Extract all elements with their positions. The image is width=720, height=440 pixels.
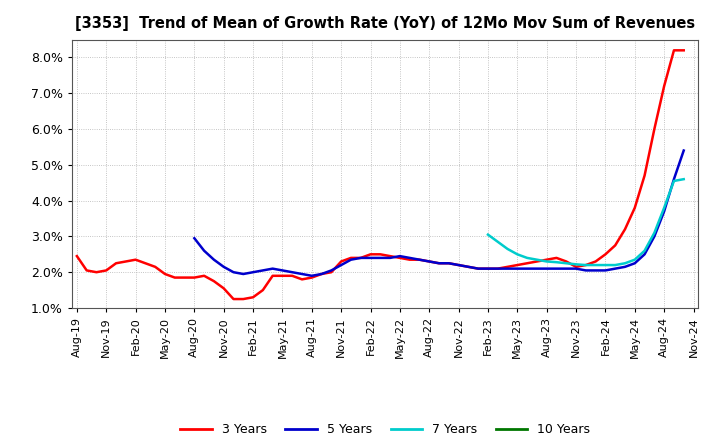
7 Years bbox=[582, 262, 590, 268]
7 Years bbox=[562, 260, 570, 266]
5 Years bbox=[307, 273, 316, 279]
7 Years bbox=[611, 262, 619, 268]
3 Years bbox=[503, 264, 512, 269]
3 Years bbox=[73, 253, 81, 259]
5 Years bbox=[190, 235, 199, 241]
7 Years bbox=[640, 248, 649, 253]
7 Years bbox=[670, 178, 678, 183]
7 Years bbox=[523, 255, 531, 260]
7 Years bbox=[572, 262, 580, 267]
5 Years bbox=[297, 271, 306, 277]
5 Years bbox=[523, 266, 531, 271]
Line: 5 Years: 5 Years bbox=[194, 150, 684, 276]
7 Years bbox=[533, 257, 541, 262]
Legend: 3 Years, 5 Years, 7 Years, 10 Years: 3 Years, 5 Years, 7 Years, 10 Years bbox=[176, 418, 595, 440]
5 Years bbox=[680, 148, 688, 153]
7 Years bbox=[660, 205, 668, 210]
7 Years bbox=[601, 262, 610, 268]
7 Years bbox=[631, 257, 639, 262]
7 Years bbox=[650, 230, 659, 235]
5 Years bbox=[356, 255, 365, 260]
3 Years bbox=[248, 295, 257, 300]
5 Years bbox=[552, 266, 561, 271]
3 Years bbox=[229, 297, 238, 302]
5 Years bbox=[346, 257, 355, 262]
7 Years bbox=[621, 260, 629, 266]
Line: 3 Years: 3 Years bbox=[77, 50, 684, 299]
Title: [3353]  Trend of Mean of Growth Rate (YoY) of 12Mo Mov Sum of Revenues: [3353] Trend of Mean of Growth Rate (YoY… bbox=[75, 16, 696, 32]
3 Years bbox=[269, 273, 277, 279]
7 Years bbox=[493, 239, 502, 245]
Line: 7 Years: 7 Years bbox=[488, 179, 684, 265]
7 Years bbox=[680, 176, 688, 182]
7 Years bbox=[503, 246, 512, 252]
7 Years bbox=[552, 260, 561, 265]
3 Years bbox=[366, 252, 375, 257]
3 Years bbox=[670, 48, 678, 53]
3 Years bbox=[386, 253, 395, 259]
7 Years bbox=[591, 262, 600, 268]
3 Years bbox=[680, 48, 688, 53]
5 Years bbox=[670, 176, 678, 182]
7 Years bbox=[484, 232, 492, 237]
7 Years bbox=[513, 252, 522, 257]
3 Years bbox=[660, 84, 668, 89]
7 Years bbox=[542, 259, 551, 264]
